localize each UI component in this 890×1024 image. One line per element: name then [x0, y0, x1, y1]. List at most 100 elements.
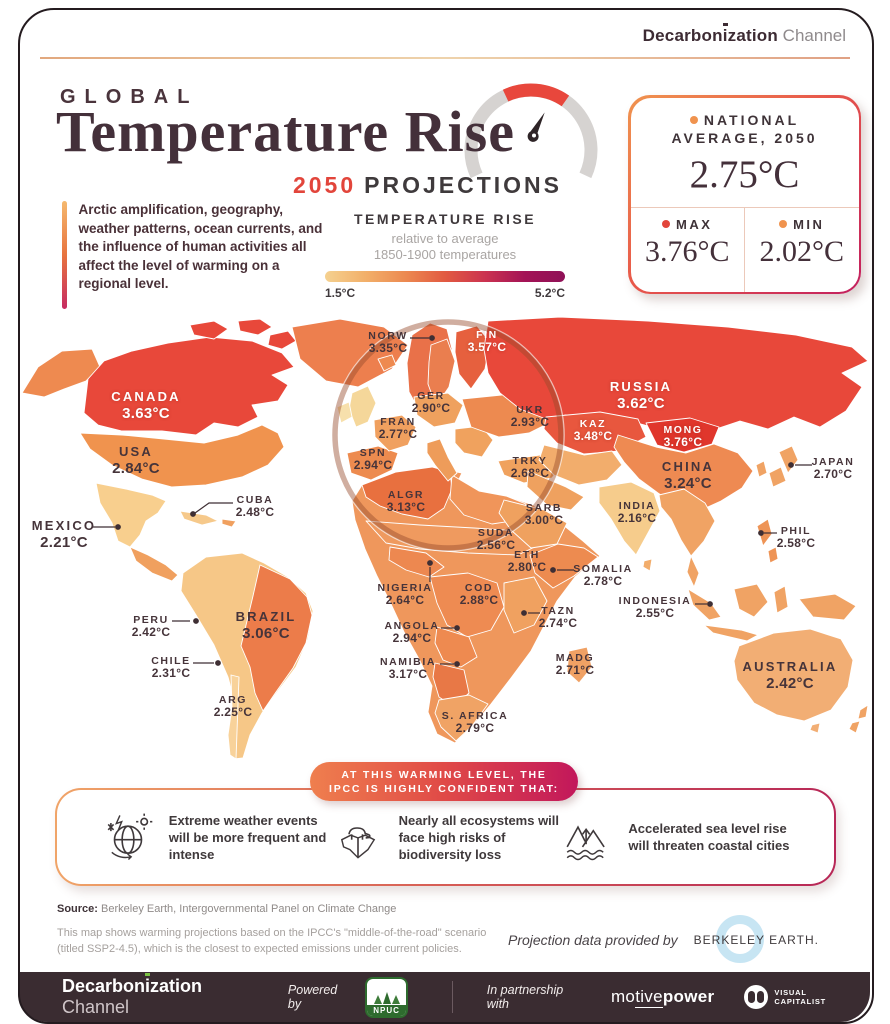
country-name: CUBA [236, 494, 274, 506]
country-iberia [346, 445, 399, 481]
leader-dot [427, 560, 433, 566]
source-line: Source: Berkeley Earth, Intergovernmenta… [57, 903, 397, 915]
country-south-africa [434, 694, 489, 742]
leader-dot [429, 335, 435, 341]
country-java [703, 624, 759, 642]
map-label-canada: CANADA 3.63°C [111, 389, 181, 422]
country-cod [429, 572, 505, 638]
map-label-somalia: SOMALIA 2.78°C [573, 563, 633, 589]
country-se-asia [658, 488, 716, 557]
country-name: KAZ [579, 418, 607, 430]
country-name: ARG [218, 694, 248, 706]
title-subtitle: 2050 PROJECTIONS [292, 172, 562, 198]
intro-text: Arctic amplification, geography, weather… [78, 202, 323, 291]
map-label-cuba: CUBA 2.48°C [236, 494, 275, 520]
country-name: TAZN [541, 605, 575, 617]
berkeley-earth-logo-icon [715, 915, 764, 963]
country-name: SARB [525, 502, 563, 514]
country-name: TRKY [512, 455, 548, 467]
leader-dot [707, 601, 713, 607]
country-sulawesi [773, 585, 789, 614]
country-sri-lanka [642, 558, 653, 572]
country-name: ETH [514, 549, 540, 561]
country-usa [79, 424, 285, 488]
country-horn-ethiopia [529, 543, 599, 589]
country-name: CHILE [151, 655, 191, 667]
country-name: JAPAN [811, 456, 855, 468]
map-label-suda: SUDA 2.56°C [477, 527, 516, 553]
impacts-box: Extreme weather events will be more freq… [55, 788, 836, 886]
leader-dot [521, 610, 527, 616]
country-name: MONG [663, 424, 703, 436]
country-temperature: 2.88°C [459, 593, 499, 608]
country-temperature: 3.00°C [524, 513, 564, 528]
country-korea [755, 460, 768, 478]
sea-level-icon [566, 825, 606, 861]
country-name: SOMALIA [573, 563, 633, 575]
country-borneo [733, 583, 769, 618]
legend-title: TEMPERATURE RISE [353, 211, 537, 227]
country-name: INDIA [618, 500, 656, 512]
map-label-russia: RUSSIA 3.62°C [610, 379, 672, 412]
map-label-safrica: S. AFRICA 2.79°C [442, 710, 509, 736]
map-label-kaz: KAZ 3.48°C [574, 418, 613, 444]
country-temperature: 2.80°C [507, 560, 547, 575]
country-temperature: 3.48°C [573, 429, 613, 444]
country-temperature: 2.84°C [112, 459, 160, 477]
map-label-arg: ARG 2.25°C [214, 694, 253, 720]
country-name: MEXICO [31, 518, 97, 533]
country-temperature: 3.63°C [122, 404, 170, 422]
brand-i-mark: i [722, 26, 728, 45]
red-dot-icon [662, 219, 671, 228]
powered-by-label: Powered by [287, 983, 338, 1011]
orange-dot-icon [689, 115, 698, 124]
impact-biodiversity: Nearly all ecosystems will face high ris… [331, 810, 561, 864]
country-sahel-sudan [365, 520, 544, 556]
country-temperature: 2.55°C [635, 606, 675, 621]
country-saudi-arabia [498, 499, 568, 549]
country-name: GER [417, 390, 445, 402]
country-temperature: 2.79°C [455, 721, 495, 736]
country-temperature: 2.71°C [555, 663, 595, 678]
country-greenland [291, 318, 409, 388]
country-name: INDONESIA [618, 595, 692, 607]
min-stat: MIN 2.02°C [744, 207, 859, 292]
stats-box: NATIONAL AVERAGE, 2050 2.75°C MAX 3.76°C… [628, 95, 861, 294]
country-malay [686, 555, 700, 588]
country-temperature: 2.58°C [776, 536, 816, 551]
country-mongolia [645, 417, 720, 453]
country-philippines [756, 518, 779, 564]
map-label-china: CHINA 3.24°C [662, 459, 714, 492]
map-label-fin: FIN 3.57°C [468, 329, 507, 355]
map-label-ger: GER 2.90°C [412, 390, 451, 416]
map-label-tazn: TAZN 2.74°C [539, 605, 578, 631]
country-temperature: 2.78°C [583, 574, 623, 589]
map-label-fran: FRAN 2.77°C [379, 416, 418, 442]
leader-dot [190, 511, 196, 517]
country-name: SPN [359, 447, 387, 459]
map-label-india: INDIA 2.16°C [618, 500, 657, 526]
brand-i-mark: i [145, 976, 151, 996]
map-label-eth: ETH 2.80°C [508, 549, 547, 575]
extreme-weather-icon [107, 813, 153, 861]
country-italy [426, 438, 458, 482]
country-name: S. AFRICA [441, 710, 509, 722]
npuc-logo-icon: NPUC [365, 976, 408, 1018]
national-average-label: NATIONAL AVERAGE, 2050 [671, 111, 818, 146]
map-label-japan: JAPAN 2.70°C [812, 456, 855, 482]
country-name: FIN [476, 329, 498, 341]
country-name: FRAN [380, 416, 416, 428]
country-central-europe [413, 392, 464, 428]
gauge-icon [464, 83, 598, 179]
leader-dot [788, 462, 794, 468]
country-east-africa [503, 576, 548, 634]
map-label-namibia: NAMIBIA 3.17°C [380, 656, 436, 682]
country-name: NIGERIA [377, 582, 433, 594]
country-canada [83, 336, 295, 436]
header-divider [40, 57, 850, 59]
leader-dot [193, 618, 199, 624]
country-madagascar [566, 646, 593, 684]
country-temperature: 2.25°C [213, 705, 253, 720]
country-temperature: 2.48°C [235, 505, 275, 520]
country-temperature: 2.31°C [151, 666, 191, 681]
